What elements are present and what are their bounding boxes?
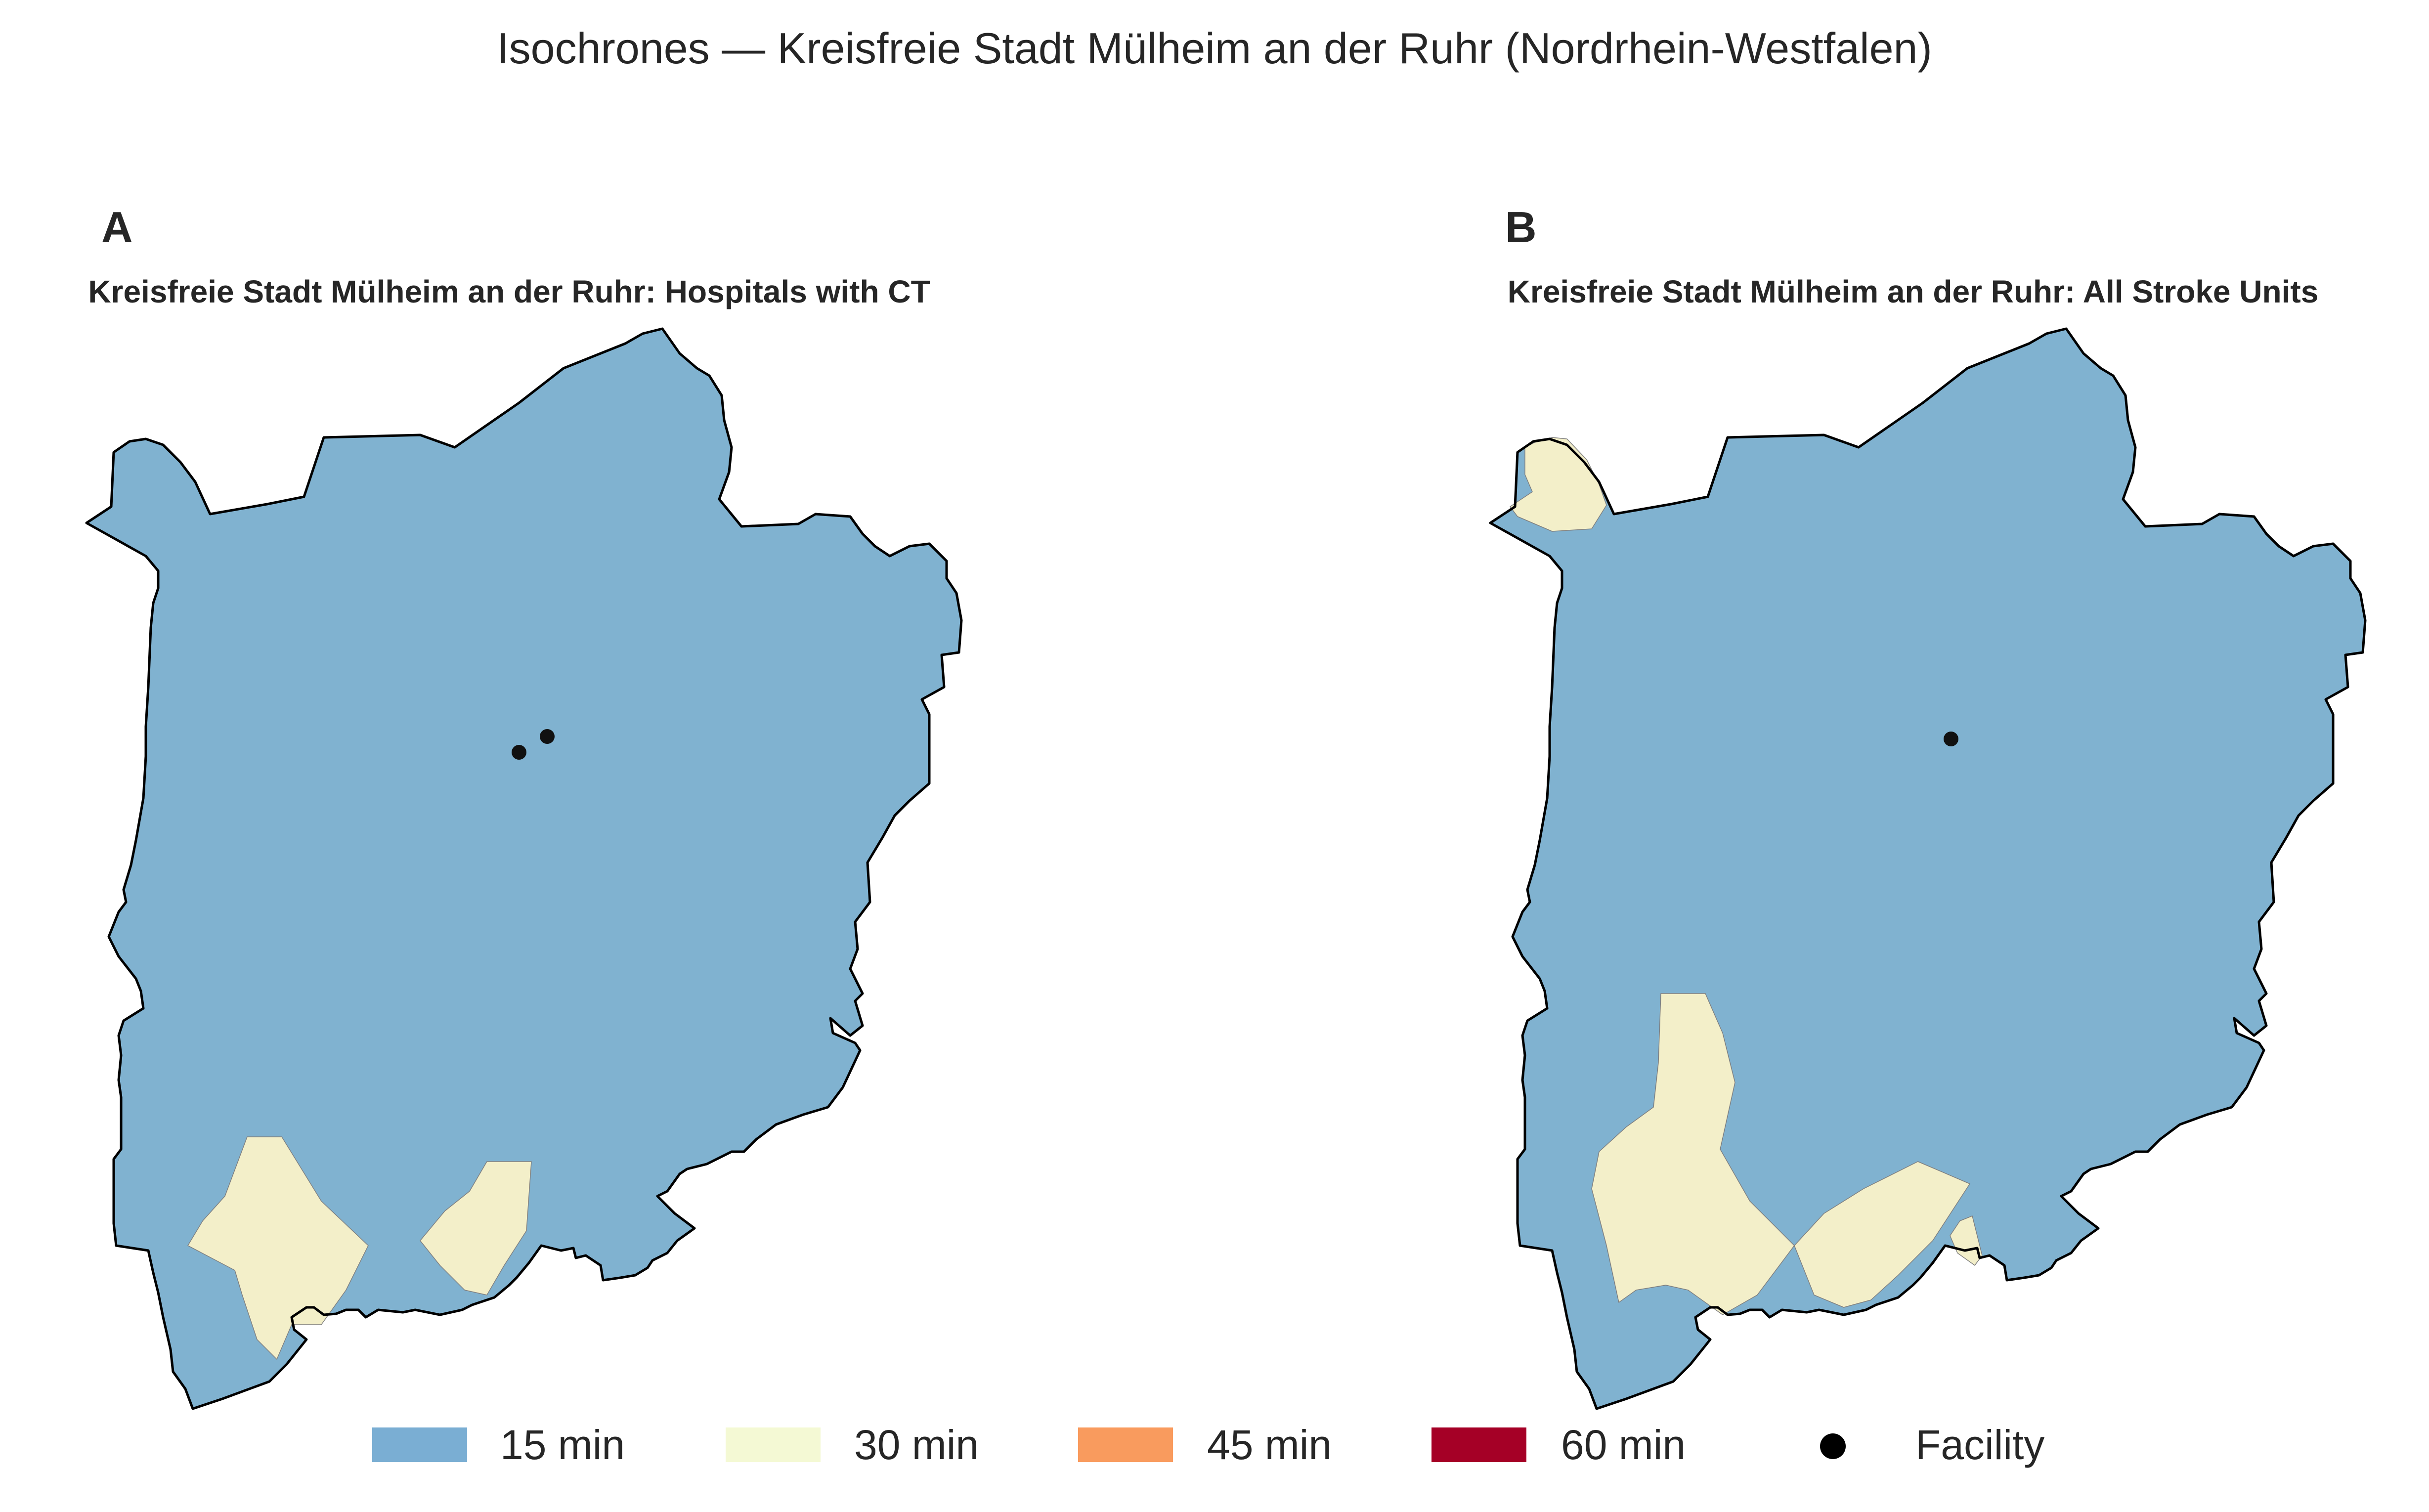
legend-label-15-min: 15 min [500, 1422, 625, 1468]
panel-b-map [1489, 327, 2367, 1410]
legend: 15 min 30 min 45 min 60 min Facility [372, 1422, 2044, 1468]
panel-b-district-outline [1489, 327, 2367, 1410]
panel-b-zone-30-min-south-sliver [1950, 1215, 1983, 1266]
panel-a-facility-marker [512, 745, 526, 760]
legend-swatch-60-min [1431, 1427, 1526, 1462]
panel-b-zone-30-min-south [1794, 1161, 1970, 1308]
legend-swatch-45-min [1078, 1427, 1173, 1462]
panel-b-zone-30-min-southwest [1591, 993, 1795, 1315]
panel-a-title: Kreisfreie Stadt Mülheim an der Ruhr: Ho… [88, 274, 930, 309]
panel-a-facility-marker [540, 729, 555, 744]
legend-label-45-min: 45 min [1207, 1422, 1332, 1468]
panel-a-map [85, 327, 963, 1410]
figure-title: Isochrones — Kreisfreie Stadt Mülheim an… [497, 24, 1932, 73]
panel-a-zone-30-min-east [420, 1161, 532, 1296]
panel-b-letter: B [1505, 203, 1537, 252]
legend-label-30-min: 30 min [854, 1422, 979, 1468]
panel-b-title: Kreisfreie Stadt Mülheim an der Ruhr: Al… [1508, 274, 2319, 309]
panel-a-district-outline [85, 327, 963, 1410]
panel-b: B Kreisfreie Stadt Mülheim an der Ruhr: … [1489, 203, 2367, 1410]
legend-label-facility: Facility [1915, 1422, 2044, 1468]
legend-swatch-15-min [372, 1427, 467, 1462]
panel-a-zone-30-min-west [187, 1136, 369, 1360]
legend-label-60-min: 60 min [1561, 1422, 1686, 1468]
legend-facility-marker [1820, 1433, 1846, 1459]
panel-b-facility-marker [1944, 732, 1958, 746]
legend-swatch-30-min [726, 1427, 821, 1462]
panel-a: A Kreisfreie Stadt Mülheim an der Ruhr: … [85, 203, 963, 1410]
panel-a-letter: A [101, 203, 133, 252]
